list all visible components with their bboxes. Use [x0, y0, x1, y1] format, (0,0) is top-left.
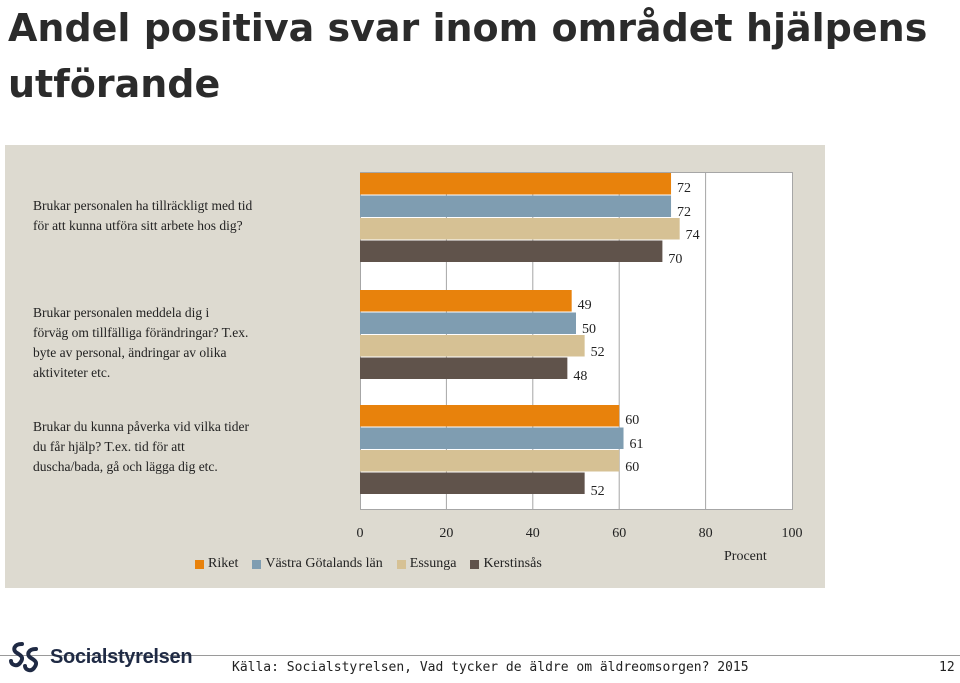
legend-label-vastra-gotaland: Västra Götalands län — [265, 556, 383, 571]
category-label-2: Brukar personalen meddela dig i förväg o… — [33, 305, 249, 380]
x-tick-label: 20 — [439, 526, 453, 541]
legend-item-kerstinsas: Kerstinsås — [470, 556, 542, 572]
x-tick-label: 100 — [782, 526, 803, 541]
x-tick-label: 0 — [357, 526, 364, 541]
bar — [360, 335, 585, 357]
bar — [360, 240, 663, 262]
bar — [360, 312, 576, 334]
bar — [360, 357, 568, 379]
bars — [360, 173, 680, 494]
bar — [360, 290, 572, 312]
x-tick-label: 60 — [612, 526, 626, 541]
data-label: 60 — [625, 460, 639, 475]
legend-item-vastra-gotaland: Västra Götalands län — [252, 556, 383, 572]
bar — [360, 405, 620, 427]
data-labels: 72 72 74 70 49 50 52 48 60 61 60 52 — [573, 181, 699, 499]
category-label-1: Brukar personalen ha tillräckligt med ti… — [33, 198, 253, 233]
bar — [360, 173, 672, 195]
legend-label-riket: Riket — [208, 556, 239, 571]
legend-item-essunga: Essunga — [396, 556, 457, 572]
bar — [360, 218, 680, 240]
data-label: 50 — [582, 322, 596, 337]
page-number: 12 — [939, 660, 955, 675]
data-label: 52 — [591, 484, 605, 499]
legend-swatch-kerstinsas — [470, 559, 480, 569]
legend-swatch-vastra-gotaland — [252, 559, 262, 569]
data-label: 52 — [591, 345, 605, 360]
data-label: 60 — [625, 413, 639, 428]
logo-text: Socialstyrelsen — [50, 645, 193, 668]
source-note: Källa: Socialstyrelsen, Vad tycker de äl… — [232, 660, 749, 675]
bar — [360, 450, 620, 472]
legend-label-essunga: Essunga — [409, 556, 457, 571]
legend-swatch-essunga — [396, 559, 406, 569]
data-label: 49 — [578, 298, 592, 313]
data-label: 61 — [630, 437, 644, 452]
footer-divider — [0, 655, 960, 656]
data-label: 74 — [686, 228, 700, 243]
x-tick-label: 80 — [699, 526, 713, 541]
category-label-3: Brukar du kunna påverka vid vilka tider … — [33, 419, 249, 474]
legend: Riket Västra Götalands län Essunga Kerst… — [195, 556, 542, 572]
x-axis-label: Procent — [724, 549, 767, 564]
data-label: 70 — [668, 252, 682, 267]
x-tick-labels: 0 20 40 60 80 100 — [357, 526, 803, 541]
bar — [360, 195, 672, 217]
data-label: 48 — [573, 369, 587, 384]
logo-mark-icon — [9, 642, 39, 673]
data-label: 72 — [677, 205, 691, 220]
legend-item-riket: Riket — [195, 556, 238, 572]
legend-label-kerstinsas: Kerstinsås — [483, 556, 542, 571]
data-label: 72 — [677, 181, 691, 196]
bar — [360, 472, 585, 494]
page-title: Andel positiva svar inom området hjälpen… — [8, 6, 928, 106]
bar — [360, 427, 624, 449]
socialstyrelsen-logo[interactable]: Socialstyrelsen — [8, 640, 193, 674]
legend-swatch-riket — [195, 559, 204, 569]
x-tick-label: 40 — [526, 526, 540, 541]
